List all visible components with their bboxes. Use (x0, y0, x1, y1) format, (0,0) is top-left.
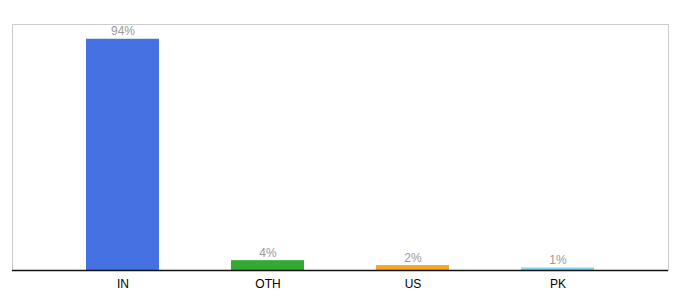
svg-text:2%: 2% (404, 251, 422, 265)
svg-text:4%: 4% (259, 246, 277, 260)
svg-text:OTH: OTH (255, 277, 280, 291)
svg-text:US: US (405, 277, 422, 291)
svg-text:PK: PK (550, 277, 566, 291)
svg-text:94%: 94% (111, 24, 135, 38)
svg-text:IN: IN (117, 277, 129, 291)
svg-text:1%: 1% (549, 253, 567, 267)
